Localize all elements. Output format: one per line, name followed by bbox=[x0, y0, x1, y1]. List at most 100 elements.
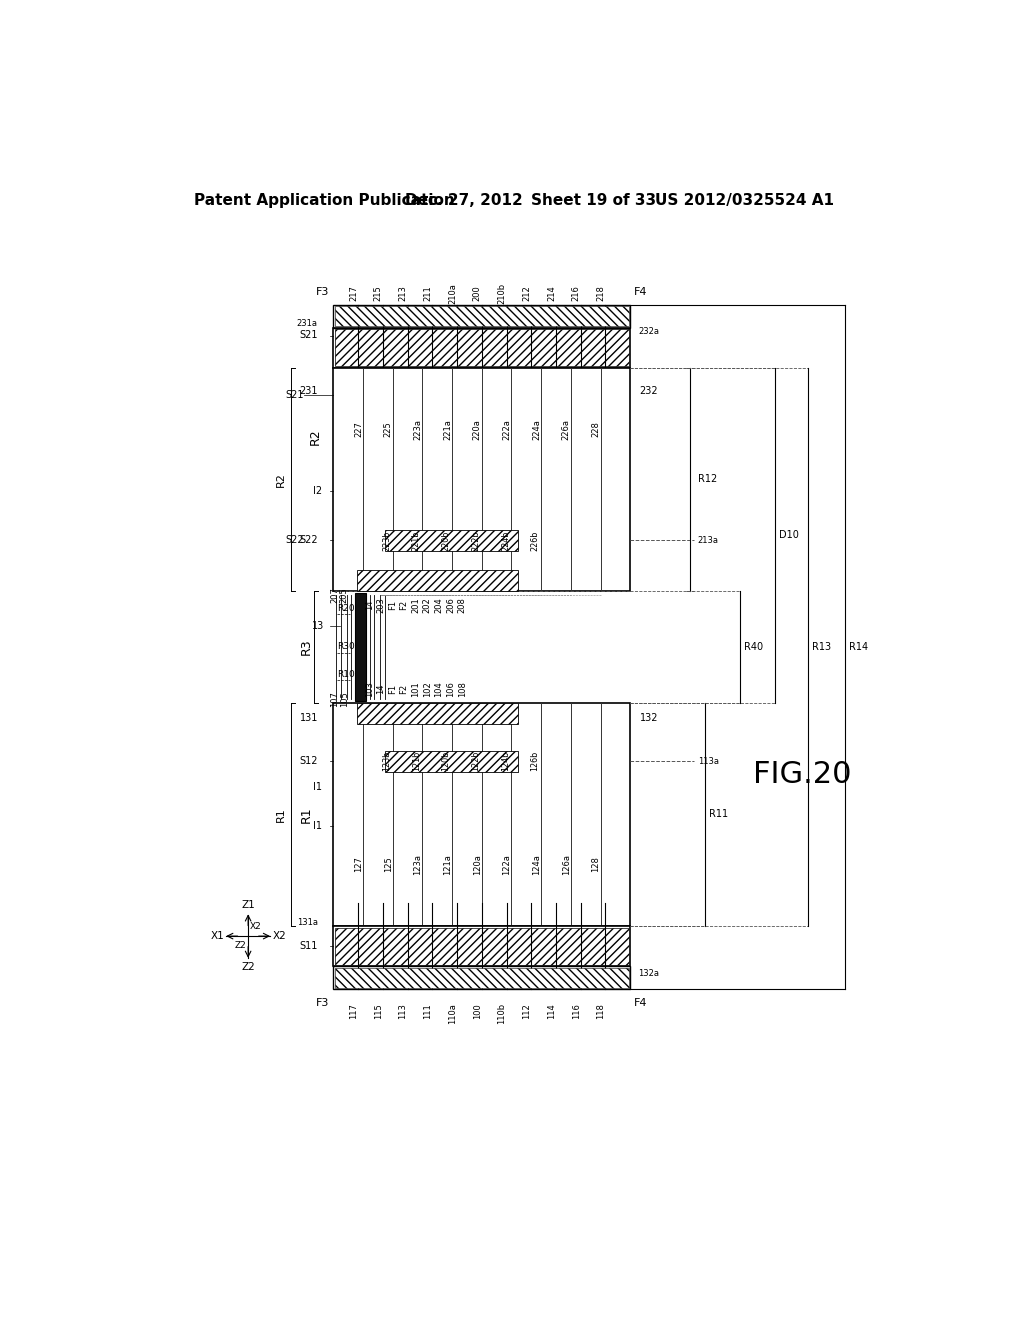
Text: 217: 217 bbox=[349, 285, 358, 301]
Text: 122a: 122a bbox=[503, 854, 511, 875]
Text: 124a: 124a bbox=[532, 854, 541, 875]
Text: Z2: Z2 bbox=[234, 941, 246, 950]
Text: 225: 225 bbox=[384, 421, 393, 437]
Text: 113: 113 bbox=[398, 1003, 408, 1019]
Text: R13: R13 bbox=[812, 642, 831, 652]
Bar bbox=[385, 529, 518, 552]
Text: 104: 104 bbox=[434, 681, 443, 697]
Text: 105: 105 bbox=[340, 692, 349, 706]
Text: 110b: 110b bbox=[498, 1003, 507, 1024]
Text: R30: R30 bbox=[337, 642, 355, 651]
Text: S22: S22 bbox=[286, 536, 304, 545]
Text: 205: 205 bbox=[340, 587, 349, 603]
Text: 223b: 223b bbox=[382, 531, 391, 550]
Text: Sheet 19 of 33: Sheet 19 of 33 bbox=[531, 193, 656, 209]
Text: 222a: 222a bbox=[503, 418, 511, 440]
Text: 108: 108 bbox=[458, 681, 467, 697]
Text: 218: 218 bbox=[596, 285, 605, 301]
Text: 112: 112 bbox=[522, 1003, 531, 1019]
Text: 210a: 210a bbox=[449, 282, 457, 304]
Text: 226a: 226a bbox=[562, 418, 570, 440]
Text: X2: X2 bbox=[272, 931, 286, 941]
Text: 113a: 113a bbox=[697, 756, 719, 766]
Text: R2: R2 bbox=[275, 473, 286, 487]
Text: R1: R1 bbox=[275, 807, 286, 822]
Text: S21: S21 bbox=[286, 389, 304, 400]
Text: F2: F2 bbox=[399, 599, 409, 610]
Text: 131a: 131a bbox=[297, 917, 317, 927]
Text: 125: 125 bbox=[384, 857, 393, 873]
Text: 103: 103 bbox=[365, 681, 374, 697]
Text: 128: 128 bbox=[592, 857, 600, 873]
Text: 121a: 121a bbox=[443, 854, 453, 875]
Bar bbox=[334, 327, 630, 368]
Text: 114: 114 bbox=[547, 1003, 556, 1019]
Text: 216: 216 bbox=[571, 285, 581, 301]
Text: 124b: 124b bbox=[501, 751, 510, 771]
Bar bbox=[334, 368, 630, 591]
Bar bbox=[335, 928, 629, 965]
Text: 220a: 220a bbox=[473, 418, 481, 440]
Text: 123b: 123b bbox=[382, 751, 391, 771]
Bar bbox=[355, 593, 366, 701]
Text: 204: 204 bbox=[434, 597, 443, 612]
Text: R10: R10 bbox=[337, 669, 355, 678]
Text: 121b: 121b bbox=[412, 751, 421, 771]
Text: 223a: 223a bbox=[414, 418, 423, 440]
Text: F1: F1 bbox=[388, 599, 397, 610]
Text: 221b: 221b bbox=[412, 531, 421, 550]
Bar bbox=[356, 702, 518, 725]
Text: D10: D10 bbox=[779, 531, 799, 540]
Text: 224b: 224b bbox=[501, 531, 510, 550]
Text: X1: X1 bbox=[210, 931, 224, 941]
Text: 102: 102 bbox=[423, 681, 432, 697]
Text: Dec. 27, 2012: Dec. 27, 2012 bbox=[406, 193, 523, 209]
Text: R1: R1 bbox=[300, 807, 312, 822]
Text: FIG.20: FIG.20 bbox=[753, 760, 852, 789]
Text: 201: 201 bbox=[412, 597, 420, 612]
Text: 212: 212 bbox=[522, 285, 531, 301]
Text: S11: S11 bbox=[299, 941, 317, 952]
Text: 120a: 120a bbox=[473, 854, 481, 875]
Text: 213: 213 bbox=[398, 285, 408, 301]
Text: Z2: Z2 bbox=[242, 962, 255, 972]
Text: Patent Application Publication: Patent Application Publication bbox=[194, 193, 455, 209]
Text: 120b: 120b bbox=[441, 751, 451, 771]
Bar bbox=[335, 330, 629, 367]
Text: I2: I2 bbox=[312, 486, 322, 496]
Text: 221a: 221a bbox=[443, 418, 453, 440]
Text: 107: 107 bbox=[331, 690, 340, 708]
Text: X2: X2 bbox=[250, 923, 262, 932]
Text: 110a: 110a bbox=[449, 1003, 457, 1024]
Text: 222b: 222b bbox=[471, 531, 480, 550]
Bar bbox=[385, 751, 518, 772]
Text: I1: I1 bbox=[312, 783, 322, 792]
Text: S12: S12 bbox=[299, 756, 317, 767]
Bar bbox=[356, 570, 518, 591]
Text: R11: R11 bbox=[710, 809, 728, 820]
Text: 215: 215 bbox=[374, 285, 383, 301]
Text: F4: F4 bbox=[634, 286, 647, 297]
Text: R40: R40 bbox=[744, 642, 763, 652]
Text: 116: 116 bbox=[571, 1003, 581, 1019]
Text: 224a: 224a bbox=[532, 418, 541, 440]
Text: 13: 13 bbox=[312, 620, 324, 631]
Text: 127: 127 bbox=[354, 857, 364, 873]
Text: 211: 211 bbox=[423, 285, 432, 301]
Text: 231: 231 bbox=[299, 385, 317, 396]
Text: R20: R20 bbox=[337, 603, 355, 612]
Text: 202: 202 bbox=[423, 597, 432, 612]
Text: 106: 106 bbox=[446, 681, 455, 697]
Text: Z1: Z1 bbox=[242, 900, 255, 911]
Text: 232a: 232a bbox=[638, 327, 659, 337]
Bar bbox=[334, 702, 630, 927]
Text: R2: R2 bbox=[309, 429, 322, 445]
Bar bbox=[334, 966, 630, 989]
Text: S21: S21 bbox=[299, 330, 317, 341]
Bar bbox=[334, 305, 630, 327]
Text: I1: I1 bbox=[312, 821, 322, 832]
Text: 14: 14 bbox=[376, 684, 385, 694]
Text: 14: 14 bbox=[365, 599, 374, 610]
Text: 117: 117 bbox=[349, 1003, 358, 1019]
Text: 123a: 123a bbox=[414, 854, 423, 875]
